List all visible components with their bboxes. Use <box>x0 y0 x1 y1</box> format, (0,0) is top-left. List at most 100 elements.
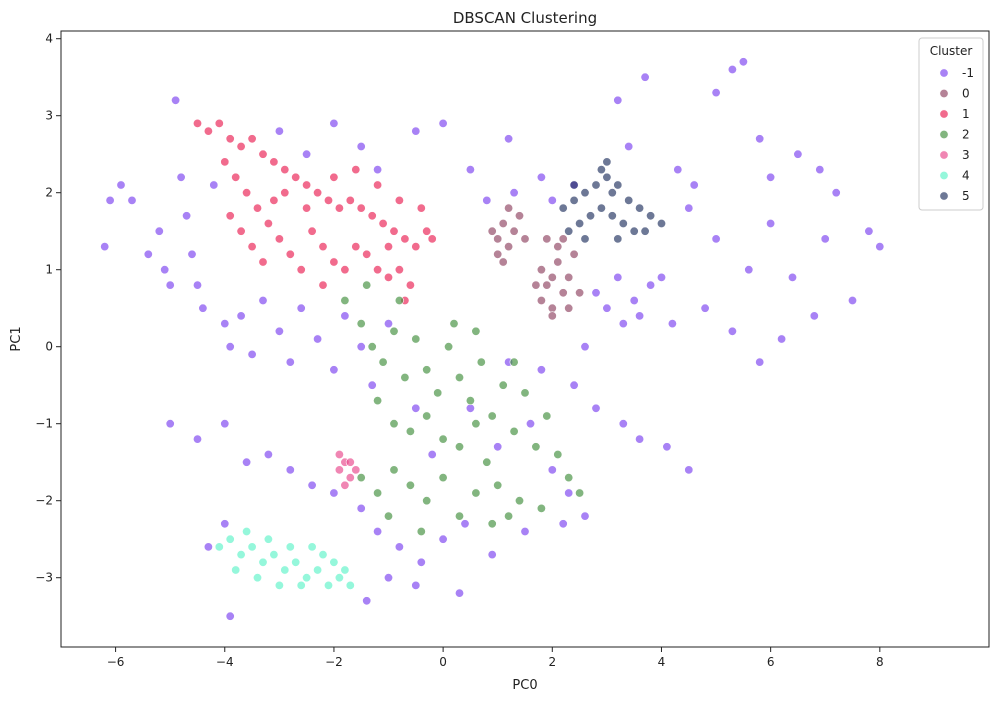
data-point-cluster--1 <box>116 180 126 190</box>
data-point-cluster-1 <box>334 203 344 213</box>
data-point-cluster-3 <box>334 449 344 459</box>
data-point-cluster-1 <box>225 211 235 221</box>
data-point-cluster-1 <box>323 195 333 205</box>
data-point-cluster--1 <box>618 319 628 329</box>
data-point-cluster--1 <box>787 272 797 282</box>
data-point-cluster-2 <box>373 488 383 498</box>
data-point-cluster--1 <box>411 580 421 590</box>
data-point-cluster--1 <box>635 311 645 321</box>
data-point-cluster-5 <box>585 211 595 221</box>
data-point-cluster-5 <box>575 219 585 229</box>
data-point-cluster--1 <box>613 272 623 282</box>
data-point-cluster--1 <box>864 226 874 236</box>
data-point-cluster--1 <box>165 280 175 290</box>
data-point-cluster-2 <box>356 473 366 483</box>
data-point-cluster-1 <box>329 257 339 267</box>
data-point-cluster--1 <box>285 357 295 367</box>
data-point-cluster--1 <box>738 57 748 67</box>
data-point-cluster-0 <box>504 203 514 213</box>
data-point-cluster-4 <box>274 580 284 590</box>
data-point-cluster-4 <box>302 573 312 583</box>
data-point-cluster-0 <box>493 249 503 259</box>
data-point-cluster-3 <box>345 473 355 483</box>
data-point-cluster-1 <box>351 165 361 175</box>
data-point-cluster--1 <box>460 519 470 529</box>
y-tick-label: 4 <box>45 32 53 46</box>
data-point-cluster-4 <box>285 542 295 552</box>
data-point-cluster-0 <box>547 311 557 321</box>
data-point-cluster-2 <box>422 411 432 421</box>
data-point-cluster-2 <box>394 295 404 305</box>
y-axis: −3 −2 −1 0 1 2 3 4 <box>35 32 61 585</box>
data-point-cluster-4 <box>323 580 333 590</box>
data-point-cluster--1 <box>646 280 656 290</box>
data-point-cluster-2 <box>454 511 464 521</box>
legend-box <box>918 37 984 211</box>
data-point-cluster--1 <box>307 480 317 490</box>
data-point-cluster-5 <box>656 219 666 229</box>
data-point-cluster-1 <box>193 118 203 128</box>
data-point-cluster-5 <box>580 188 590 198</box>
data-point-cluster-1 <box>296 265 306 275</box>
data-point-cluster-5 <box>618 219 628 229</box>
data-point-cluster--1 <box>176 172 186 182</box>
data-point-cluster-2 <box>405 426 415 436</box>
data-point-cluster--1 <box>755 134 765 144</box>
data-point-cluster--1 <box>143 249 153 259</box>
data-point-cluster--1 <box>875 242 885 252</box>
data-point-cluster--1 <box>373 165 383 175</box>
data-point-cluster-0 <box>553 242 563 252</box>
data-point-cluster--1 <box>580 342 590 352</box>
data-point-cluster-3 <box>340 480 350 490</box>
data-point-cluster-4 <box>340 565 350 575</box>
data-point-cluster--1 <box>416 557 426 567</box>
data-point-cluster-4 <box>263 534 273 544</box>
y-tick-label: −1 <box>35 417 53 431</box>
data-point-cluster-4 <box>242 526 252 536</box>
data-point-cluster--1 <box>182 211 192 221</box>
data-point-cluster-1 <box>416 203 426 213</box>
data-point-cluster--1 <box>755 357 765 367</box>
data-point-cluster-5 <box>558 203 568 213</box>
data-point-cluster-2 <box>383 511 393 521</box>
data-point-cluster-4 <box>214 542 224 552</box>
data-point-cluster--1 <box>383 573 393 583</box>
data-point-cluster-1 <box>302 180 312 190</box>
data-point-cluster--1 <box>766 219 776 229</box>
data-point-cluster-2 <box>411 334 421 344</box>
legend: Cluster -1 0 1 2 3 4 5 <box>918 37 984 211</box>
data-point-cluster-2 <box>553 449 563 459</box>
data-point-cluster-0 <box>547 272 557 282</box>
data-point-cluster-1 <box>258 149 268 159</box>
data-point-cluster-0 <box>498 219 508 229</box>
data-point-cluster--1 <box>766 172 776 182</box>
data-point-cluster-1 <box>427 234 437 244</box>
data-point-cluster-2 <box>340 295 350 305</box>
data-point-cluster-0 <box>531 280 541 290</box>
data-point-cluster-2 <box>438 434 448 444</box>
data-point-cluster-1 <box>291 172 301 182</box>
data-point-cluster-4 <box>236 550 246 560</box>
data-point-cluster-2 <box>504 511 514 521</box>
points-layer <box>100 57 885 621</box>
data-point-cluster-1 <box>367 211 377 221</box>
legend-label-2: 2 <box>962 128 970 142</box>
data-point-cluster-0 <box>575 288 585 298</box>
x-axis-title: PC0 <box>512 678 537 693</box>
data-point-cluster-5 <box>629 226 639 236</box>
data-point-cluster-2 <box>509 357 519 367</box>
data-point-cluster--1 <box>198 303 208 313</box>
y-tick-label: 3 <box>45 109 53 123</box>
data-point-cluster-1 <box>373 180 383 190</box>
data-point-cluster--1 <box>100 242 110 252</box>
data-point-cluster-1 <box>214 118 224 128</box>
data-point-cluster-5 <box>591 180 601 190</box>
data-point-cluster--1 <box>438 534 448 544</box>
data-point-cluster--1 <box>547 195 557 205</box>
data-point-cluster-2 <box>471 488 481 498</box>
data-point-cluster-2 <box>575 488 585 498</box>
legend-marker-3 <box>939 150 949 160</box>
data-point-cluster-0 <box>569 249 579 259</box>
data-point-cluster-2 <box>487 519 497 529</box>
